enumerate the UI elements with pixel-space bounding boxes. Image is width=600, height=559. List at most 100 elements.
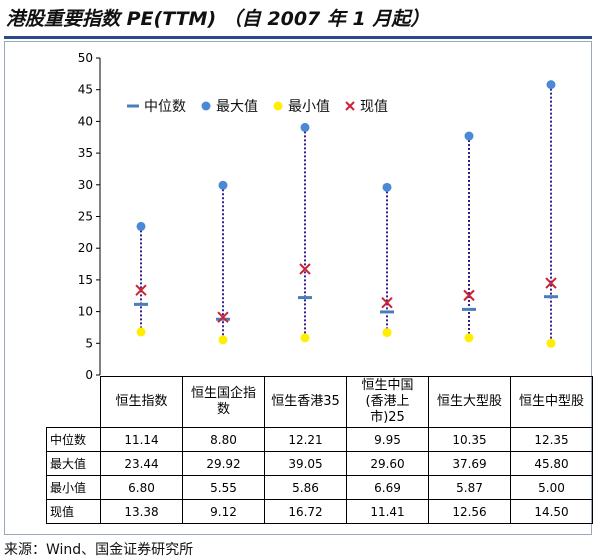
table-row: 中位数 11.14 8.80 12.21 9.95 10.35 12.35 xyxy=(46,427,593,452)
table-header-cell: 恒生国企指数 xyxy=(182,376,265,428)
max-point xyxy=(136,221,146,231)
table-cell: 9.12 xyxy=(182,499,265,524)
table-row: 最大值 23.44 29.92 39.05 29.60 37.69 45.80 xyxy=(46,451,593,476)
table-corner xyxy=(46,376,101,428)
table-cell: 12.56 xyxy=(428,499,511,524)
row-label: 最小值 xyxy=(46,475,101,500)
table-cell: 5.55 xyxy=(182,475,265,500)
median-mark xyxy=(462,307,476,311)
y-tick-label: 20 xyxy=(78,241,93,255)
chart-frame xyxy=(4,41,592,535)
table-cell: 9.95 xyxy=(346,427,429,452)
row-label: 中位数 xyxy=(46,427,101,452)
y-tick-label: 10 xyxy=(78,305,93,319)
table-header-line: 恒生中国 xyxy=(361,378,414,393)
table-cell: 39.05 xyxy=(264,451,347,476)
median-dash-icon xyxy=(127,104,139,108)
table-header-line: 数 xyxy=(216,402,230,417)
table-cell: 6.80 xyxy=(100,475,183,500)
data-table: 恒生指数 恒生国企指数 恒生香港35 恒生中国 (香港上 市)25 恒生大型股 恒生… xyxy=(46,376,593,524)
y-tick-label: 30 xyxy=(78,178,93,192)
table-cell: 5.00 xyxy=(510,475,593,500)
table-cell: 11.41 xyxy=(346,499,429,524)
legend-label-median: 中位数 xyxy=(144,99,186,115)
chart-title: 港股重要指数 PE(TTM) （自 2007 年 1 月起） xyxy=(6,8,430,30)
table-header-cell: 恒生香港35 xyxy=(264,376,347,428)
legend-label-max: 最大值 xyxy=(216,99,258,115)
table-cell: 5.87 xyxy=(428,475,511,500)
table-header-line: (香港上 xyxy=(365,394,410,409)
table-header-line: 恒生指数 xyxy=(115,394,168,409)
source-note: 来源：Wind、国金证券研究所 xyxy=(4,542,194,558)
min-dot-icon xyxy=(273,101,283,111)
y-tick-label: 45 xyxy=(78,83,93,97)
table-header-cell: 恒生大型股 xyxy=(428,376,511,428)
legend-item-max: 最大值 xyxy=(200,96,258,116)
table-cell: 10.35 xyxy=(428,427,511,452)
table-header-cell: 恒生中国 (香港上 市)25 xyxy=(346,376,429,428)
median-mark xyxy=(298,296,312,300)
y-tick-label: 40 xyxy=(78,114,93,128)
y-tick-label: 0 xyxy=(85,368,93,382)
min-point xyxy=(546,338,556,348)
table-row: 最小值 6.80 5.55 5.86 6.69 5.87 5.00 xyxy=(46,475,593,500)
current-point xyxy=(463,289,475,302)
max-point xyxy=(546,80,556,90)
y-tick-label: 50 xyxy=(78,51,93,65)
legend-item-min: 最小值 xyxy=(272,96,330,116)
chart-legend: 中位数 最大值 最小值 现值 xyxy=(126,96,388,116)
median-mark xyxy=(380,310,394,314)
table-cell: 8.80 xyxy=(182,427,265,452)
row-label: 最大值 xyxy=(46,451,101,476)
median-mark xyxy=(544,295,558,299)
table-cell: 37.69 xyxy=(428,451,511,476)
current-point xyxy=(299,263,311,275)
table-header-line: 恒生国企指 xyxy=(190,386,256,401)
median-mark xyxy=(216,317,230,321)
min-point xyxy=(382,328,392,338)
title-underline xyxy=(4,36,592,39)
table-cell: 14.50 xyxy=(510,499,593,524)
table-cell: 16.72 xyxy=(264,499,347,524)
table-header-cell: 恒生中型股 xyxy=(510,376,593,428)
table-header-line: 市)25 xyxy=(370,410,405,425)
max-point xyxy=(218,180,228,190)
table-cell: 11.14 xyxy=(100,427,183,452)
y-tick-label: 15 xyxy=(78,273,93,287)
max-point xyxy=(382,182,392,192)
table-row: 现值 13.38 9.12 16.72 11.41 12.56 14.50 xyxy=(46,499,593,524)
current-point xyxy=(545,277,557,289)
legend-label-min: 最小值 xyxy=(288,99,330,115)
table-header-cell: 恒生指数 xyxy=(100,376,183,428)
min-point xyxy=(218,335,228,345)
y-tick-label: 5 xyxy=(85,336,93,350)
table-cell: 6.69 xyxy=(346,475,429,500)
table-cell: 5.86 xyxy=(264,475,347,500)
y-tick-label: 25 xyxy=(78,210,93,224)
min-point xyxy=(300,333,310,343)
table-cell: 12.35 xyxy=(510,427,593,452)
table-cell: 23.44 xyxy=(100,451,183,476)
table-cell: 13.38 xyxy=(100,499,183,524)
table-header-row: 恒生指数 恒生国企指数 恒生香港35 恒生中国 (香港上 市)25 恒生大型股 恒生… xyxy=(46,376,593,428)
table-header-line: 恒生中型股 xyxy=(518,394,584,409)
table-cell: 12.21 xyxy=(264,427,347,452)
row-label: 现值 xyxy=(46,499,101,524)
min-point xyxy=(136,327,146,337)
table-header-line: 恒生香港35 xyxy=(271,394,340,409)
table-cell: 29.92 xyxy=(182,451,265,476)
max-point xyxy=(464,131,474,141)
median-mark xyxy=(134,302,148,306)
legend-label-current: 现值 xyxy=(360,99,388,115)
table-header-line: 恒生大型股 xyxy=(436,394,502,409)
y-tick-label: 35 xyxy=(78,146,93,160)
min-point xyxy=(464,333,474,343)
table-cell: 45.80 xyxy=(510,451,593,476)
legend-item-current: 现值 xyxy=(344,96,388,116)
legend-item-median: 中位数 xyxy=(126,96,186,116)
table-cell: 29.60 xyxy=(346,451,429,476)
current-point xyxy=(217,311,229,323)
current-point xyxy=(135,284,147,296)
current-point xyxy=(381,296,393,309)
